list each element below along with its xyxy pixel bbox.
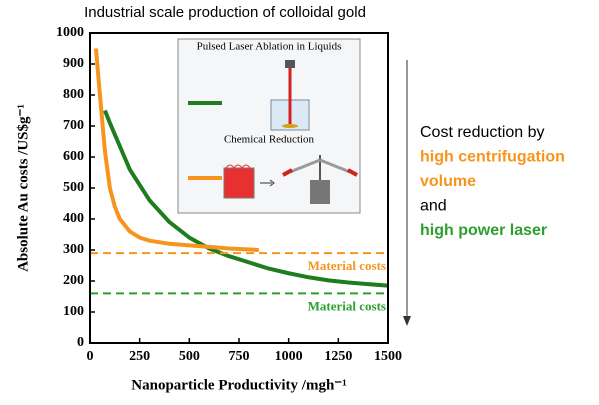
y-tick-label: 0: [77, 335, 84, 350]
x-tick-label: 250: [129, 349, 150, 364]
y-tick-label: 900: [63, 56, 84, 71]
x-tick-label: 0: [87, 349, 94, 364]
reference-label: Material costs: [308, 298, 386, 313]
y-tick-label: 500: [63, 180, 84, 195]
y-tick-label: 200: [63, 273, 84, 288]
legend-label: Pulsed Laser Ablation in Liquids: [197, 41, 342, 53]
x-tick-label: 750: [229, 349, 250, 364]
x-tick-label: 1500: [374, 349, 402, 364]
x-axis-label: Nanoparticle Productivity /mgh⁻¹: [131, 377, 346, 393]
reference-label: Material costs: [308, 258, 386, 273]
y-tick-label: 1000: [56, 25, 84, 40]
chart-title: Industrial scale production of colloidal…: [84, 4, 366, 21]
x-tick-label: 500: [179, 349, 200, 364]
annotation: and: [420, 198, 447, 215]
y-axis-label: Absolute Au costs /US$g⁻¹: [15, 104, 31, 272]
inset: [178, 39, 360, 213]
chart: Industrial scale production of colloidal…: [0, 0, 599, 405]
annotation: high power laser: [420, 222, 547, 239]
arrow-head: [403, 316, 411, 326]
annotation: high centrifugation: [420, 149, 565, 166]
annotation: Cost reduction by: [420, 124, 545, 141]
y-tick-label: 800: [63, 87, 84, 102]
y-tick-label: 100: [63, 304, 84, 319]
x-tick-label: 1250: [324, 349, 352, 364]
y-tick-label: 400: [63, 211, 84, 226]
legend-label: Chemical Reduction: [224, 134, 315, 146]
y-tick-label: 300: [63, 242, 84, 257]
annotation: volume: [420, 173, 476, 190]
y-tick-label: 600: [63, 149, 84, 164]
y-tick-label: 700: [63, 118, 84, 133]
x-tick-label: 1000: [275, 349, 303, 364]
